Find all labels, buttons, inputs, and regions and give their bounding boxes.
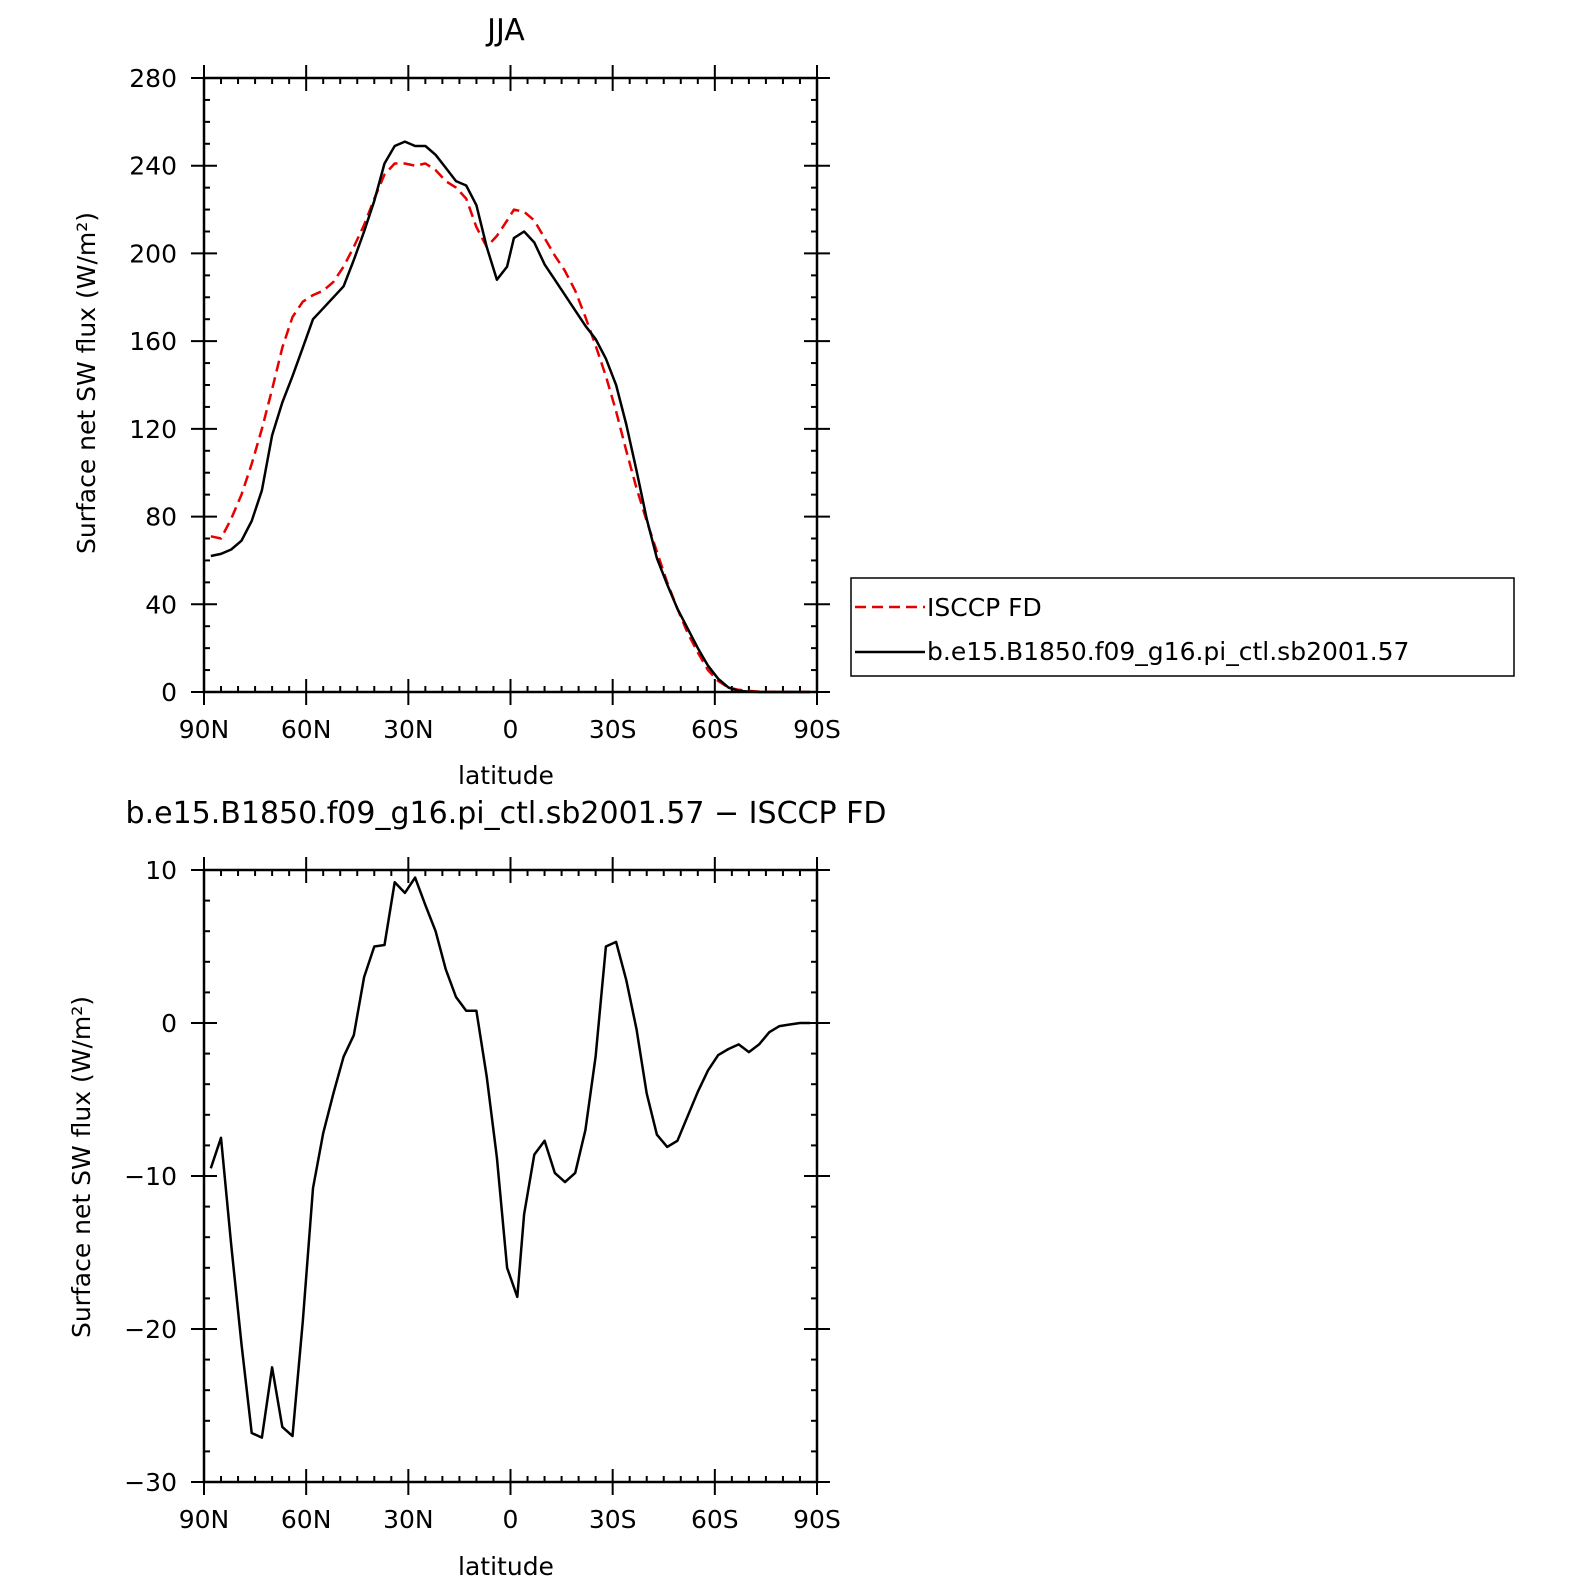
y-tick-label: 280	[129, 64, 177, 93]
y-axis-label: Surface net SW flux (W/m²)	[72, 212, 101, 554]
top-series-lines	[210, 140, 811, 694]
bottom-tick-marks	[191, 857, 830, 1495]
chart-title: b.e15.B1850.f09_g16.pi_ctl.sb2001.57 − I…	[126, 796, 887, 831]
y-tick-label: 0	[161, 678, 177, 707]
y-tick-label: −10	[124, 1162, 177, 1191]
series-line-1	[210, 140, 811, 694]
y-tick-label: 10	[145, 856, 177, 885]
y-tick-label: 120	[129, 415, 177, 444]
y-tick-label: −20	[124, 1315, 177, 1344]
x-tick-label: 30N	[383, 1505, 434, 1534]
x-axis-label: latitude	[458, 761, 554, 790]
series-line-0	[209, 876, 811, 1439]
top-chart: JJA 90N 60N 30N 0 30S 60S 90S 0 40 80 120 160 200 24…	[72, 13, 841, 790]
top-y-tick-labels: 0 40 80 120 160 200 240 280	[129, 64, 177, 707]
legend-label-isccp: ISCCP FD	[927, 593, 1042, 622]
x-tick-label: 90S	[793, 1505, 841, 1534]
y-tick-label: 40	[145, 590, 177, 619]
x-tick-label: 60S	[691, 1505, 739, 1534]
x-tick-label: 0	[503, 715, 519, 744]
bottom-chart: b.e15.B1850.f09_g16.pi_ctl.sb2001.57 − I…	[67, 796, 886, 1581]
series-line-0	[210, 162, 811, 694]
x-tick-label: 60N	[281, 715, 332, 744]
top-x-tick-labels: 90N 60N 30N 0 30S 60S 90S	[179, 715, 841, 744]
plot-border	[202, 76, 819, 694]
x-tick-label: 60S	[691, 715, 739, 744]
y-tick-label: 240	[129, 152, 177, 181]
top-tick-marks	[191, 65, 830, 705]
y-axis-label: Surface net SW flux (W/m²)	[67, 996, 96, 1338]
x-tick-label: 30N	[383, 715, 434, 744]
y-tick-label: 80	[145, 503, 177, 532]
bottom-y-tick-labels: −30 −20 −10 0 10	[124, 856, 177, 1497]
x-tick-label: 90N	[179, 1505, 230, 1534]
y-tick-label: 160	[129, 327, 177, 356]
bottom-series-lines	[209, 876, 811, 1439]
x-tick-label: 30S	[589, 715, 637, 744]
x-tick-label: 0	[503, 1505, 519, 1534]
legend: ISCCP FD b.e15.B1850.f09_g16.pi_ctl.sb20…	[850, 577, 1515, 677]
y-tick-label: −30	[124, 1468, 177, 1497]
x-tick-label: 90N	[179, 715, 230, 744]
x-tick-label: 30S	[589, 1505, 637, 1534]
x-tick-label: 90S	[793, 715, 841, 744]
x-axis-label: latitude	[458, 1552, 554, 1581]
x-tick-label: 60N	[281, 1505, 332, 1534]
top-plot-frame	[202, 76, 819, 694]
legend-box	[850, 577, 1515, 677]
y-tick-label: 0	[161, 1009, 177, 1038]
bottom-x-tick-labels: 90N 60N 30N 0 30S 60S 90S	[179, 1505, 841, 1534]
y-tick-label: 200	[129, 239, 177, 268]
legend-label-model: b.e15.B1850.f09_g16.pi_ctl.sb2001.57	[927, 637, 1409, 666]
chart-title: JJA	[485, 13, 525, 48]
